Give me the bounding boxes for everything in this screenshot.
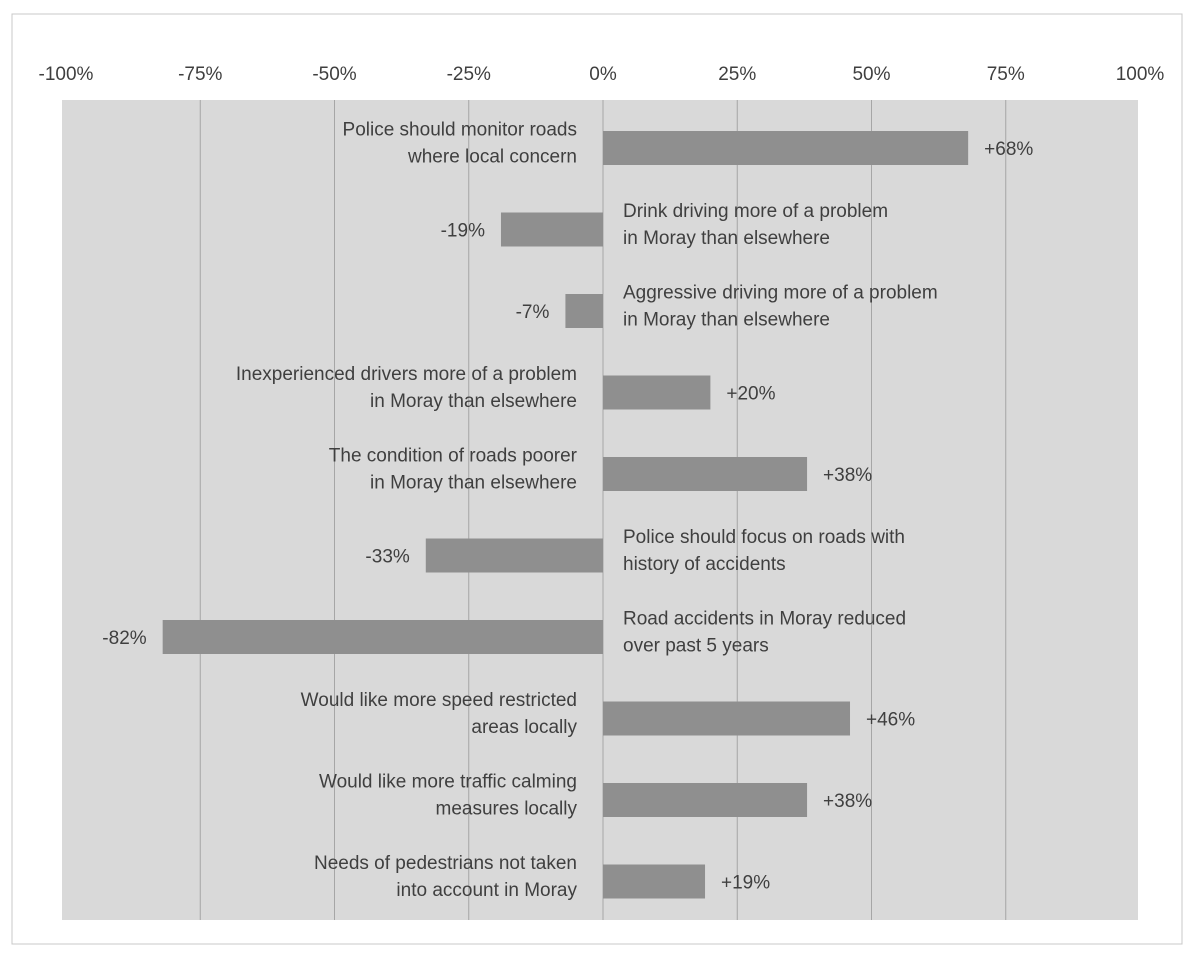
data-label: +38% xyxy=(823,791,872,812)
category-label: Road accidents in Moray reduced xyxy=(623,609,906,630)
data-label: -19% xyxy=(441,221,485,242)
category-label: into account in Moray xyxy=(396,880,577,901)
data-label: +68% xyxy=(984,139,1033,160)
data-label: +20% xyxy=(726,384,775,405)
x-tick-label: 0% xyxy=(589,64,617,85)
category-label: Needs of pedestrians not taken xyxy=(314,853,577,874)
bar xyxy=(603,701,851,736)
category-label: Aggressive driving more of a problem xyxy=(623,283,938,304)
bar xyxy=(603,375,711,410)
bar xyxy=(162,620,603,654)
category-label: Police should focus on roads with xyxy=(623,527,905,548)
x-tick-label: 25% xyxy=(718,64,756,85)
data-label: +19% xyxy=(721,873,770,894)
bar xyxy=(603,457,808,491)
category-label: Inexperienced drivers more of a problem xyxy=(236,364,577,385)
category-label: in Moray than elsewhere xyxy=(623,228,830,249)
data-label: -33% xyxy=(365,547,409,568)
data-label: -7% xyxy=(516,302,550,323)
category-label: in Moray than elsewhere xyxy=(370,391,577,412)
bar xyxy=(425,538,603,573)
data-label: +46% xyxy=(866,710,915,731)
category-label: Would like more traffic calming xyxy=(319,772,577,793)
data-label: +38% xyxy=(823,465,872,486)
category-label: areas locally xyxy=(471,717,577,738)
bar xyxy=(565,294,603,328)
bar xyxy=(500,212,603,247)
bar xyxy=(603,131,969,165)
x-tick-label: -100% xyxy=(39,64,94,85)
category-label: Drink driving more of a problem xyxy=(623,201,888,222)
data-label: -82% xyxy=(102,628,146,649)
bar xyxy=(603,864,706,899)
x-tick-label: 50% xyxy=(852,64,890,85)
category-label: The condition of roads poorer xyxy=(329,446,578,467)
x-tick-label: -75% xyxy=(178,64,222,85)
category-label: in Moray than elsewhere xyxy=(370,473,577,494)
category-label: over past 5 years xyxy=(623,636,769,657)
category-label: where local concern xyxy=(407,147,577,168)
category-label: history of accidents xyxy=(623,554,786,575)
x-tick-label: 100% xyxy=(1116,64,1165,85)
category-label: Police should monitor roads xyxy=(343,120,577,141)
x-tick-label: -50% xyxy=(312,64,356,85)
x-tick-label: -25% xyxy=(447,64,491,85)
category-label: measures locally xyxy=(436,799,578,820)
category-label: Would like more speed restricted xyxy=(301,690,577,711)
bar xyxy=(603,783,808,817)
x-tick-label: 75% xyxy=(987,64,1025,85)
category-label: in Moray than elsewhere xyxy=(623,310,830,331)
